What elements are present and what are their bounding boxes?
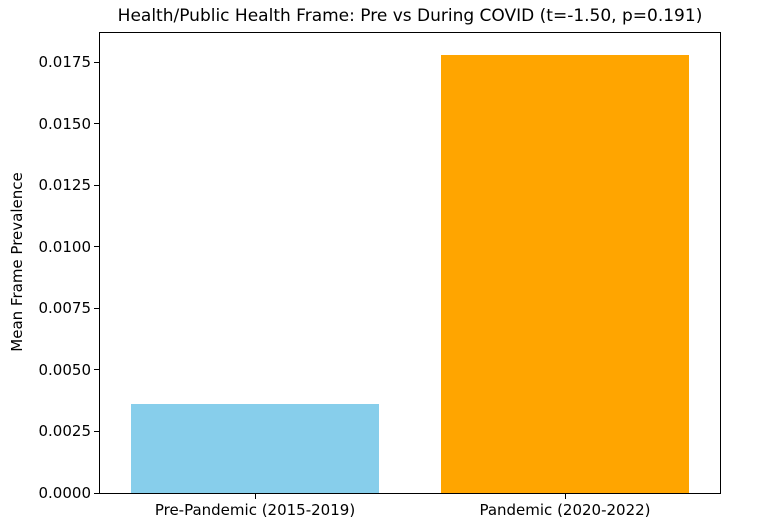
x-tick-label: Pre-Pandemic (2015-2019)	[154, 501, 356, 519]
y-tick-label: 0.0050	[38, 360, 92, 379]
y-axis-label: Mean Frame Prevalence	[8, 172, 26, 352]
bar-pandemic-2020-2022	[441, 54, 689, 493]
y-tick-mark	[94, 492, 99, 494]
y-tick-mark	[94, 369, 99, 371]
x-tick-label: Pandemic (2020-2022)	[479, 501, 651, 519]
plot-area: 0.0000 0.0025 0.0050 0.0075 0.0100 0.0125 0.01…	[39, 32, 721, 519]
y-tick-mark	[94, 246, 99, 248]
y-tick-label: 0.0100	[38, 237, 92, 256]
x-tick-mark	[254, 494, 256, 499]
y-tick-mark	[94, 123, 99, 125]
y-tick-label: 0.0075	[38, 299, 92, 318]
bar-pre-pandemic-2015-2019	[131, 404, 379, 493]
y-tick-label: 0.0150	[38, 114, 92, 133]
y-tick-mark	[94, 307, 99, 309]
y-tick-label: 0.0000	[38, 484, 92, 502]
x-tick-mark	[564, 494, 566, 499]
y-tick-label: 0.0125	[38, 176, 92, 195]
chart-title: Health/Public Health Frame: Pre vs Durin…	[117, 6, 703, 26]
y-tick-mark	[94, 61, 99, 63]
y-tick-label: 0.0175	[38, 53, 92, 72]
y-tick-label: 0.0025	[38, 422, 92, 441]
y-tick-mark	[94, 184, 99, 186]
y-tick-mark	[94, 430, 99, 432]
